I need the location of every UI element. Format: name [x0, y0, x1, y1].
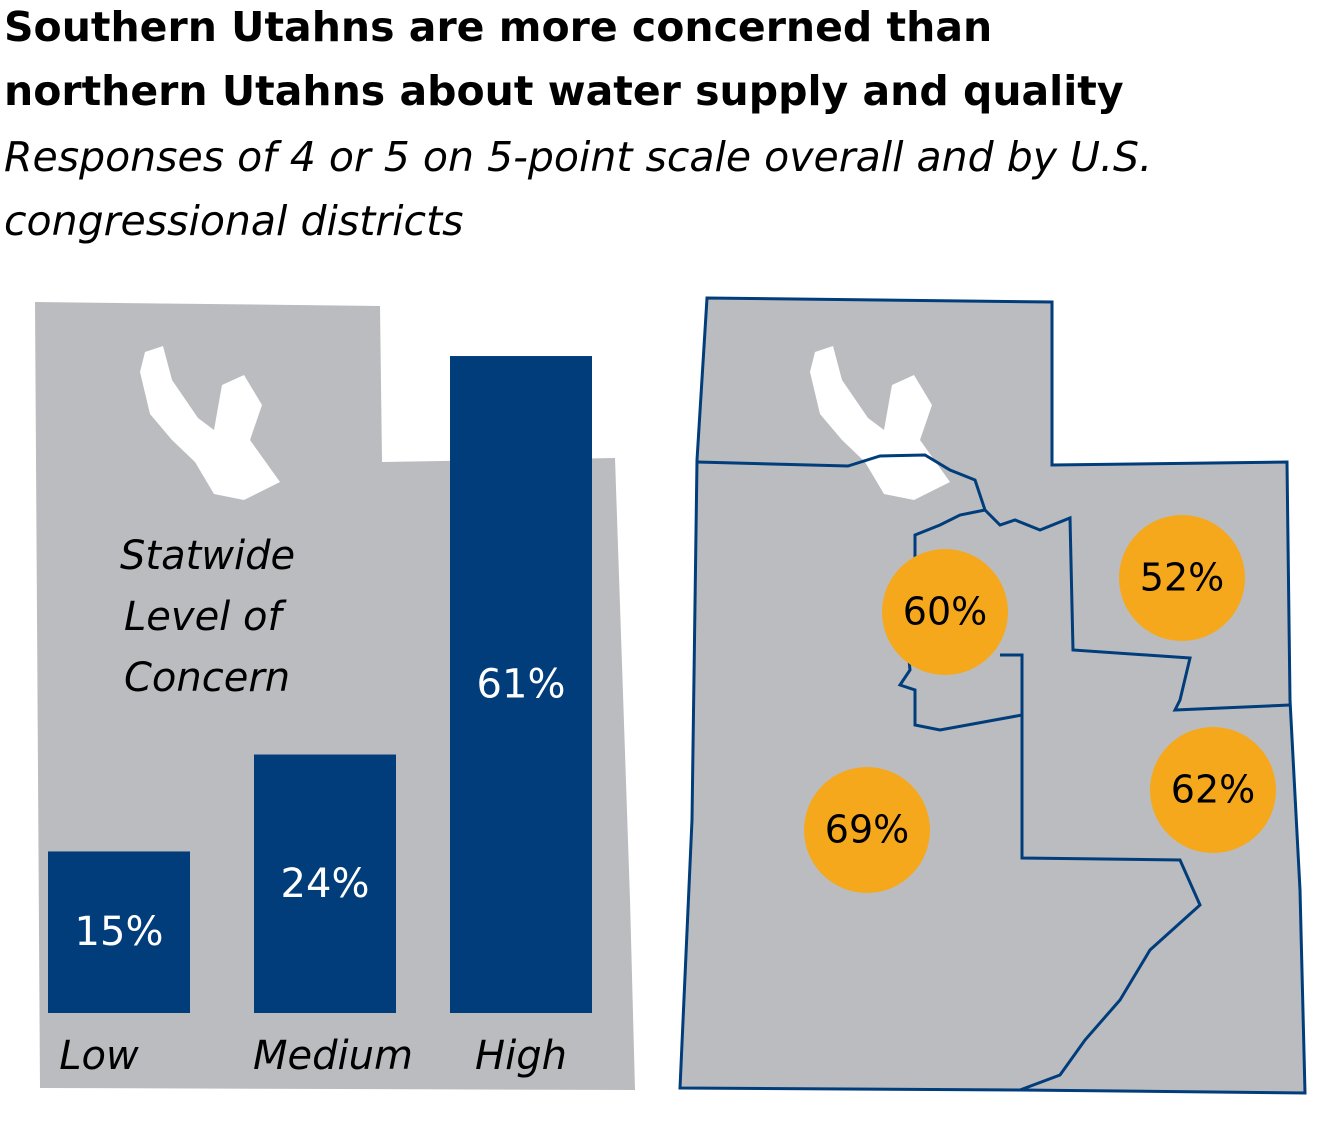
value-label: 61% [477, 662, 566, 708]
value-label: 15% [75, 909, 164, 955]
state-outline [678, 296, 1307, 1095]
bar [254, 754, 396, 1013]
title: northern Utahns about water supply and q… [4, 67, 1124, 115]
district-label: 60% [903, 590, 987, 634]
district-bubble [1150, 727, 1276, 853]
category-label: Low [59, 1033, 139, 1079]
district-label: 52% [1140, 556, 1224, 600]
district-bubble [882, 549, 1008, 675]
annotation: Concern [124, 655, 290, 701]
annotation: Level of [124, 594, 287, 640]
district-lines [696, 453, 1291, 1092]
subtitle: congressional districts [4, 197, 464, 245]
annotation: Statwide [120, 533, 295, 579]
district-bubble [1119, 515, 1245, 641]
district-label: 69% [825, 808, 909, 852]
title: Southern Utahns are more concerned than [4, 3, 992, 51]
bar [48, 851, 190, 1013]
subtitle: Responses of 4 or 5 on 5-point scale ove… [4, 133, 1152, 181]
bar [450, 356, 592, 1013]
category-label: High [475, 1033, 567, 1079]
value-label: 24% [281, 861, 370, 907]
category-label: Medium [253, 1033, 413, 1079]
district-label: 62% [1171, 768, 1255, 812]
district-bubble [804, 767, 930, 893]
